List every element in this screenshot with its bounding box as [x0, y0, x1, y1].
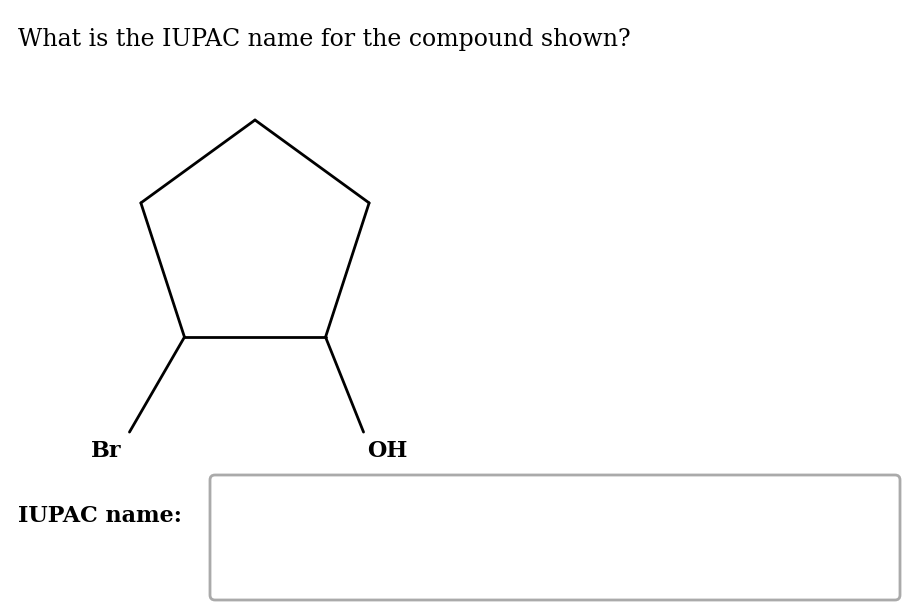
Text: OH: OH	[367, 440, 408, 462]
Text: IUPAC name:: IUPAC name:	[18, 505, 182, 527]
Text: What is the IUPAC name for the compound shown?: What is the IUPAC name for the compound …	[18, 28, 631, 51]
Text: Br: Br	[91, 440, 121, 462]
FancyBboxPatch shape	[210, 475, 900, 600]
